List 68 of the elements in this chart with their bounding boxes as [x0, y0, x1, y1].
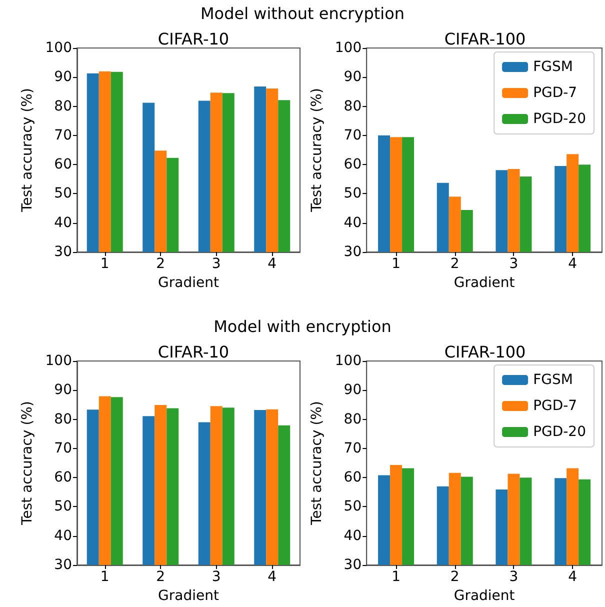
y-tick-label: 30	[344, 557, 362, 573]
y-tick-label: 50	[54, 498, 72, 515]
x-tick-label: 4	[268, 256, 277, 272]
y-tick-label: 60	[54, 156, 72, 173]
x-tick-label: 3	[212, 256, 221, 272]
y-tick-label: 40	[54, 528, 72, 544]
legend-label: PGD-20	[533, 111, 586, 127]
y-tick-label: 30	[54, 244, 72, 260]
y-tick-label: 100	[334, 353, 362, 369]
x-tick-label: 1	[100, 569, 110, 585]
x-axis-title: Gradient	[158, 588, 220, 604]
chart-title: CIFAR-100	[444, 30, 526, 48]
legend-label: PGD-20	[533, 424, 586, 440]
text: Model without encryption	[200, 4, 406, 23]
x-axis-title: Gradient	[454, 274, 516, 291]
y-tick-label: 80	[344, 98, 362, 114]
y-tick-label: 50	[344, 186, 362, 202]
y-tick-label: 90	[344, 69, 362, 86]
y-tick-label: 100	[334, 40, 362, 56]
legend-label: FGSM	[533, 59, 573, 75]
y-axis-title: Test accuracy (%)	[19, 88, 36, 213]
y-tick-label: 50	[54, 186, 72, 202]
x-tick-label: 2	[156, 256, 166, 272]
x-tick-label: 1	[100, 256, 110, 272]
y-tick-label: 30	[54, 557, 72, 573]
y-tick-label: 90	[344, 382, 362, 398]
x-tick-label: 2	[156, 569, 166, 585]
y-tick-label: 80	[54, 411, 72, 428]
x-tick-label: 3	[509, 256, 518, 272]
y-tick-label: 100	[45, 353, 72, 369]
y-tick-label: 40	[344, 214, 362, 231]
y-tick-label: 80	[344, 411, 362, 428]
y-tick-label: 30	[344, 244, 362, 260]
legend-label: FGSM	[533, 372, 573, 388]
text: Model with encryption	[212, 317, 392, 336]
x-tick-label: 3	[509, 569, 518, 585]
y-tick-label: 40	[344, 528, 362, 544]
y-tick-label: 70	[344, 440, 362, 456]
x-tick-label: 1	[392, 569, 401, 585]
legend-label: PGD-7	[533, 85, 578, 101]
y-tick-label: 70	[54, 127, 72, 144]
x-tick-label: 4	[268, 569, 277, 585]
legend-label: PGD-7	[533, 398, 578, 414]
y-axis-title: Test accuracy (%)	[309, 88, 325, 213]
y-tick-label: 60	[344, 156, 362, 173]
x-tick-label: 3	[212, 569, 221, 585]
y-tick-label: 70	[54, 440, 72, 456]
x-tick-label: 2	[450, 256, 460, 272]
y-tick-label: 40	[54, 214, 72, 231]
x-tick-label: 4	[568, 569, 578, 585]
y-tick-label: 60	[54, 470, 72, 486]
y-tick-label: 90	[54, 69, 72, 86]
y-axis-title: Test accuracy (%)	[19, 401, 36, 526]
chart-title: CIFAR-10	[158, 342, 230, 362]
x-tick-label: 1	[392, 256, 401, 272]
x-axis-title: Gradient	[454, 588, 516, 604]
y-tick-label: 60	[344, 470, 362, 486]
y-tick-label: 80	[54, 98, 72, 114]
y-tick-label: 70	[344, 127, 362, 144]
y-tick-label: 90	[54, 382, 72, 398]
x-tick-label: 2	[450, 569, 460, 585]
x-tick-label: 4	[568, 256, 578, 272]
y-axis-title: Test accuracy (%)	[309, 401, 325, 526]
x-axis-title: Gradient	[158, 274, 220, 291]
y-tick-label: 100	[45, 40, 72, 56]
chart-title: CIFAR-100	[444, 342, 526, 362]
chart-title: CIFAR-10	[158, 30, 230, 48]
y-tick-label: 50	[344, 498, 362, 515]
